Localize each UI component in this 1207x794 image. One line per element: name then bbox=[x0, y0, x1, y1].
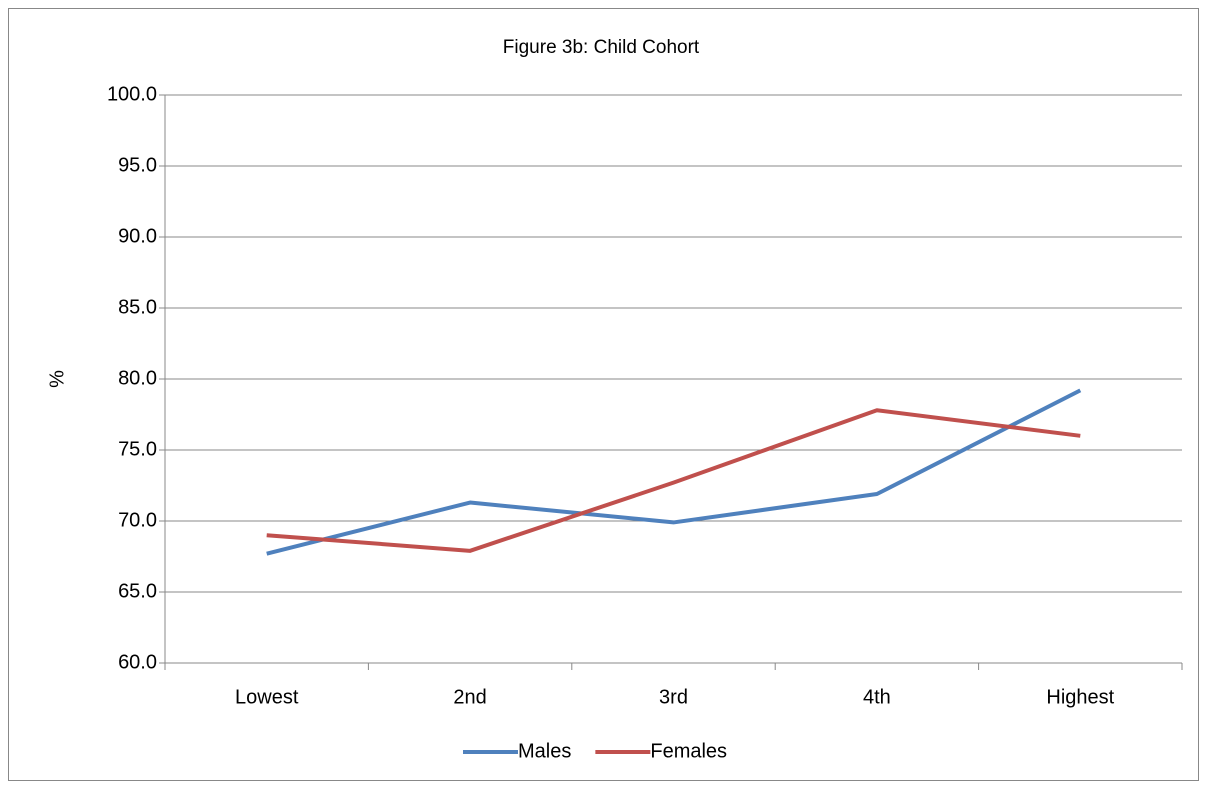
x-tick-label: Highest bbox=[1046, 686, 1114, 708]
y-tick-label: 90.0 bbox=[118, 225, 157, 247]
chart-title: Figure 3b: Child Cohort bbox=[503, 37, 700, 58]
y-tick-label: 75.0 bbox=[118, 438, 157, 460]
series-line bbox=[266, 388, 1082, 556]
y-tick-label: 70.0 bbox=[118, 509, 157, 531]
y-tick-label: 80.0 bbox=[118, 367, 157, 389]
x-tick-label: Lowest bbox=[235, 686, 299, 708]
legend-label: Males bbox=[518, 740, 571, 762]
chart-border bbox=[8, 8, 1199, 781]
y-tick-label: 65.0 bbox=[118, 580, 157, 602]
y-tick-label: 60.0 bbox=[118, 651, 157, 673]
x-tick-label: 3rd bbox=[659, 686, 688, 708]
y-tick-label: 100.0 bbox=[107, 83, 157, 105]
y-axis-label: % bbox=[46, 370, 68, 388]
y-tick-label: 95.0 bbox=[118, 154, 157, 176]
legend-label: Females bbox=[650, 740, 727, 762]
x-tick-label: 2nd bbox=[453, 686, 486, 708]
y-tick-label: 85.0 bbox=[118, 296, 157, 318]
x-tick-label: 4th bbox=[863, 686, 891, 708]
series-line bbox=[266, 408, 1081, 553]
